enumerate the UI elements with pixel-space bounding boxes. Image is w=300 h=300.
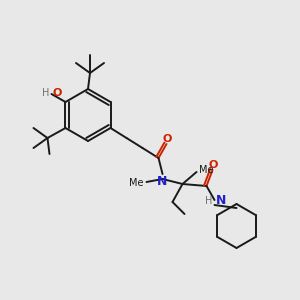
- Text: Me: Me: [199, 165, 213, 175]
- Text: H: H: [205, 196, 212, 206]
- Text: O: O: [209, 160, 218, 170]
- Text: Me: Me: [129, 178, 143, 188]
- Text: H: H: [42, 88, 50, 98]
- Text: N: N: [215, 194, 226, 208]
- Text: N: N: [157, 175, 168, 188]
- Text: O: O: [163, 134, 172, 144]
- Text: O: O: [52, 88, 62, 98]
